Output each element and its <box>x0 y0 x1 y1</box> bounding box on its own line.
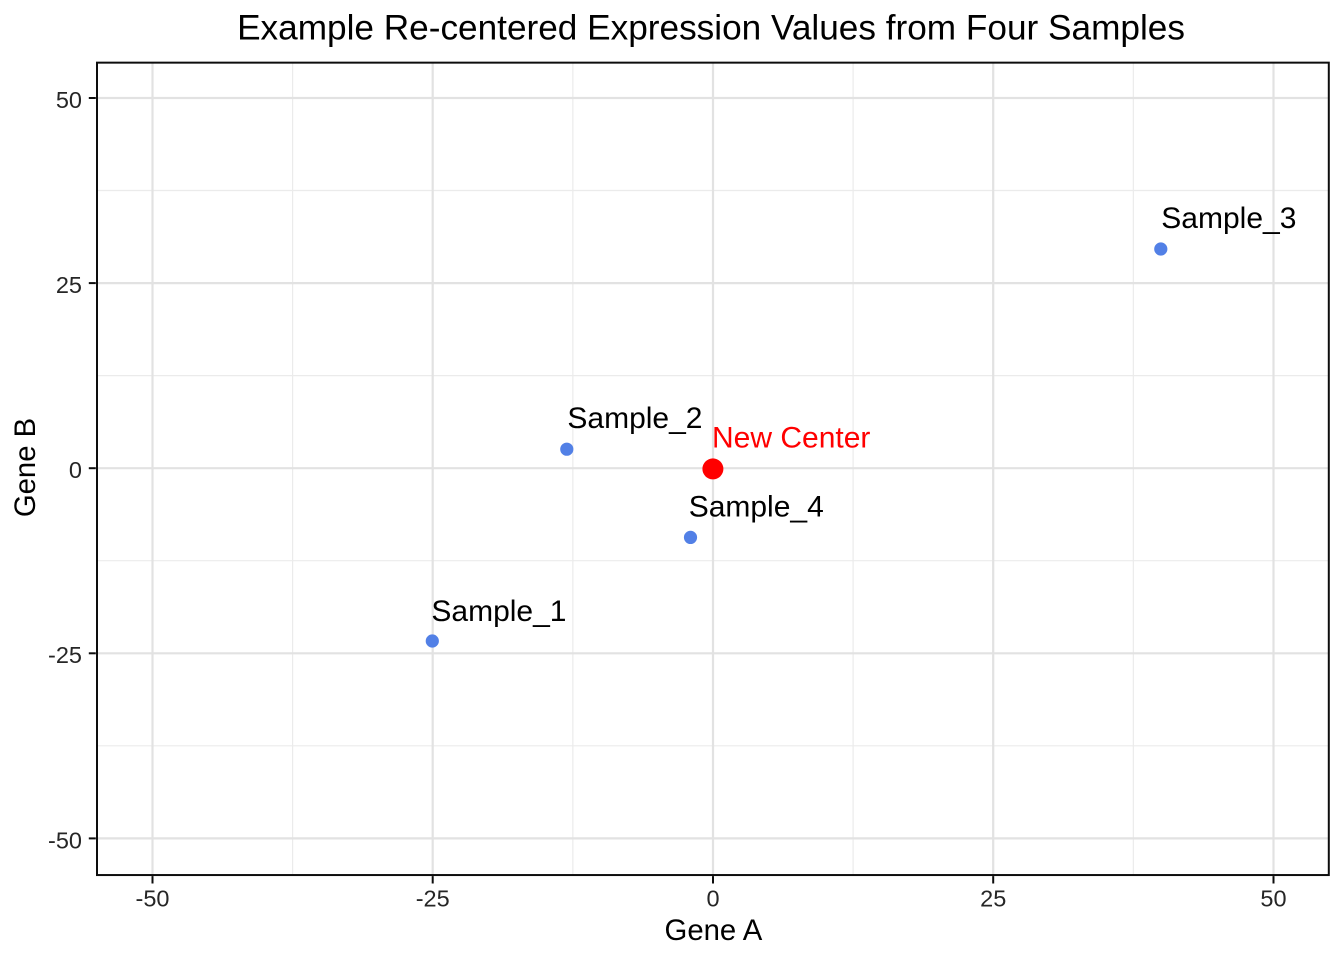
svg-text:Sample_4: Sample_4 <box>689 491 824 524</box>
svg-text:Sample_1: Sample_1 <box>431 595 566 628</box>
svg-text:-25: -25 <box>416 886 450 912</box>
svg-text:Sample_2: Sample_2 <box>567 402 702 435</box>
svg-text:Example Re-centered Expression: Example Re-centered Expression Values fr… <box>237 8 1185 47</box>
svg-text:25: 25 <box>980 886 1006 912</box>
svg-text:-50: -50 <box>136 886 170 912</box>
svg-text:0: 0 <box>706 886 719 912</box>
svg-text:Gene A: Gene A <box>665 914 763 947</box>
svg-text:50: 50 <box>56 87 82 113</box>
svg-text:Sample_3: Sample_3 <box>1161 202 1296 235</box>
svg-text:-25: -25 <box>48 642 82 668</box>
svg-text:0: 0 <box>69 457 82 483</box>
svg-text:-50: -50 <box>48 827 82 853</box>
svg-text:New Center: New Center <box>712 422 870 455</box>
svg-text:25: 25 <box>56 272 82 298</box>
svg-text:50: 50 <box>1260 886 1286 912</box>
svg-text:Gene B: Gene B <box>9 418 42 517</box>
